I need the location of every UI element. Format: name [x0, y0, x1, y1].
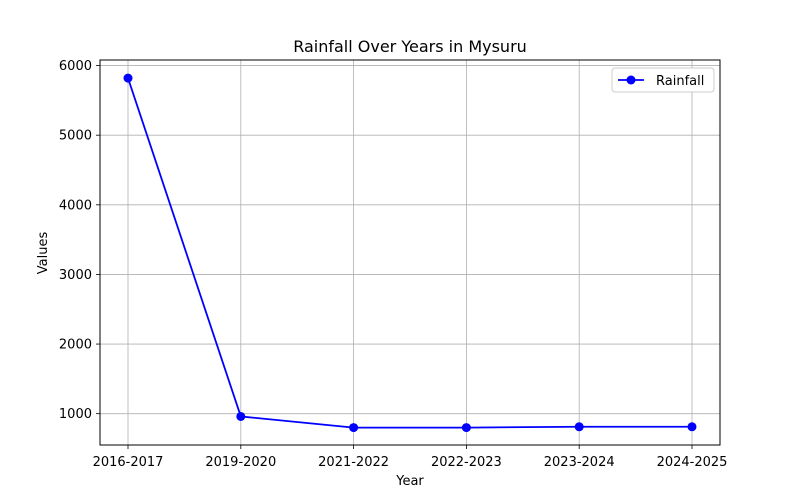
- y-tick-label: 1000: [59, 407, 92, 422]
- legend: Rainfall: [611, 67, 715, 93]
- y-tick-label: 3000: [59, 268, 92, 283]
- x-tick-label: 2021-2022: [318, 455, 389, 470]
- y-tick-label: 6000: [59, 59, 92, 74]
- series-layer: [123, 73, 697, 433]
- rainfall-series-line: [127, 77, 692, 429]
- rainfall-data-point: [687, 422, 697, 432]
- x-axis: 2016-2017 2019-2020 2021-2022 2022-2023 2023…: [93, 445, 728, 470]
- rainfall-data-point: [123, 73, 133, 83]
- rainfall-data-point: [349, 423, 359, 433]
- y-tick-label: 2000: [59, 338, 92, 353]
- legend-box: [611, 67, 715, 93]
- y-axis-label: Values: [36, 232, 51, 275]
- y-tick-label: 4000: [59, 198, 92, 213]
- plot-frame: [99, 59, 721, 446]
- rainfall-data-point: [461, 423, 471, 433]
- grid-lines: [100, 60, 720, 445]
- x-tick-label: 2019-2020: [205, 455, 276, 470]
- x-tick-label: 2024-2025: [657, 455, 728, 470]
- y-axis: 1000 2000 3000 4000 5000 6000: [59, 59, 100, 422]
- legend-marker-icon: [626, 75, 636, 85]
- legend-label-rainfall: Rainfall: [656, 74, 704, 89]
- x-tick-label: 2022-2023: [431, 455, 502, 470]
- x-axis-label: Year: [395, 474, 424, 489]
- y-tick-label: 5000: [59, 129, 92, 144]
- x-tick-label: 2016-2017: [93, 455, 164, 470]
- x-tick-label: 2023-2024: [544, 455, 615, 470]
- chart-title: Rainfall Over Years in Mysuru: [293, 37, 527, 56]
- rainfall-data-point: [236, 411, 246, 421]
- rainfall-data-point: [574, 422, 584, 432]
